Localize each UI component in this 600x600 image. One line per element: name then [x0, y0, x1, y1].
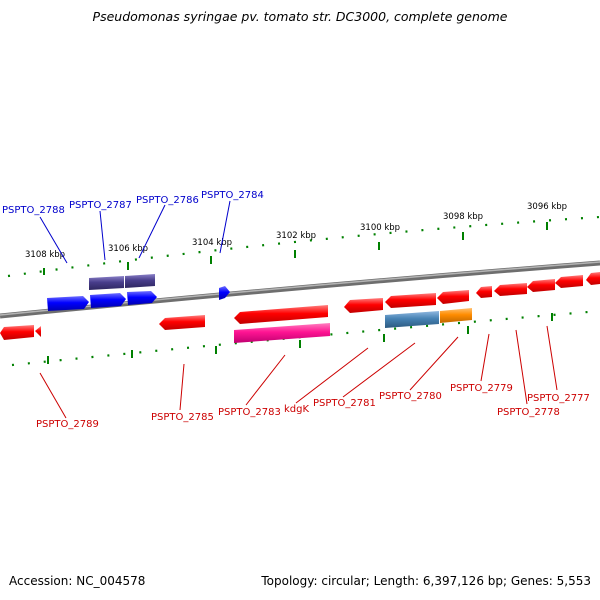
- lower-tick-ring: [11, 309, 600, 367]
- gene-red-rev-5[interactable]: [494, 283, 527, 296]
- major-ticks-lower: [47, 313, 553, 364]
- gene-PSPTO_2785[interactable]: [159, 315, 205, 330]
- gene-purple-2[interactable]: [125, 274, 155, 288]
- major-ticks-upper: [43, 222, 548, 275]
- gene-red-rev-left-tip[interactable]: [35, 326, 41, 337]
- leaders-bottom: [39, 325, 558, 419]
- leaders-top: [39, 200, 231, 264]
- label-PSPTO_2787[interactable]: PSPTO_2787: [69, 200, 132, 211]
- label-PSPTO_2785[interactable]: PSPTO_2785: [151, 412, 214, 423]
- scale-label-3098: 3098 kbp: [443, 212, 483, 222]
- label-kdgK[interactable]: kdgK: [284, 404, 309, 415]
- accession-text: Accession: NC_004578: [9, 574, 146, 588]
- gene-PSPTO_2787[interactable]: [90, 293, 126, 308]
- scale-label-3104: 3104 kbp: [192, 238, 232, 248]
- gene-red-rev-left[interactable]: [0, 325, 34, 340]
- gene-PSPTO_2783[interactable]: [234, 305, 328, 324]
- scale-label-3106: 3106 kbp: [108, 244, 148, 254]
- upper-tick-ring: [7, 215, 600, 278]
- gene-PSPTO_2780[interactable]: [440, 308, 472, 323]
- gene-PSPTO_2784[interactable]: [219, 286, 230, 300]
- scale-label-3096: 3096 kbp: [527, 202, 567, 212]
- label-PSPTO_2786[interactable]: PSPTO_2786: [136, 195, 199, 206]
- label-PSPTO_2777[interactable]: PSPTO_2777: [527, 393, 590, 404]
- scale-label-3100: 3100 kbp: [360, 223, 400, 233]
- gene-kdgK[interactable]: [234, 323, 330, 343]
- label-PSPTO_2778[interactable]: PSPTO_2778: [497, 407, 560, 418]
- label-PSPTO_2781[interactable]: PSPTO_2781: [313, 398, 376, 409]
- gene-red-rev-8[interactable]: [586, 272, 600, 285]
- label-PSPTO_2789[interactable]: PSPTO_2789: [36, 419, 99, 430]
- gene-purple-1[interactable]: [89, 276, 124, 290]
- gene-red-rev-7[interactable]: [555, 275, 583, 288]
- gene-red-rev-3[interactable]: [437, 290, 469, 304]
- gene-red-rev-2[interactable]: [385, 293, 436, 308]
- label-PSPTO_2783[interactable]: PSPTO_2783: [218, 407, 281, 418]
- scale-label-3108: 3108 kbp: [25, 250, 65, 260]
- label-PSPTO_2788[interactable]: PSPTO_2788: [2, 205, 65, 216]
- topology-summary: Topology: circular; Length: 6,397,126 bp…: [261, 574, 591, 588]
- gene-red-rev-6[interactable]: [527, 279, 555, 292]
- gene-red-rev-4[interactable]: [476, 286, 492, 298]
- gene-red-rev-1[interactable]: [344, 298, 383, 313]
- gene-PSPTO_2781[interactable]: [385, 311, 439, 328]
- label-PSPTO_2779[interactable]: PSPTO_2779: [450, 383, 513, 394]
- label-PSPTO_2780[interactable]: PSPTO_2780: [379, 391, 442, 402]
- map-title: Pseudomonas syringae pv. tomato str. DC3…: [92, 9, 508, 24]
- gene-PSPTO_2786[interactable]: [127, 291, 157, 305]
- label-PSPTO_2784[interactable]: PSPTO_2784: [201, 190, 264, 201]
- scale-label-3102: 3102 kbp: [276, 231, 316, 241]
- gene-PSPTO_2788[interactable]: [47, 296, 89, 311]
